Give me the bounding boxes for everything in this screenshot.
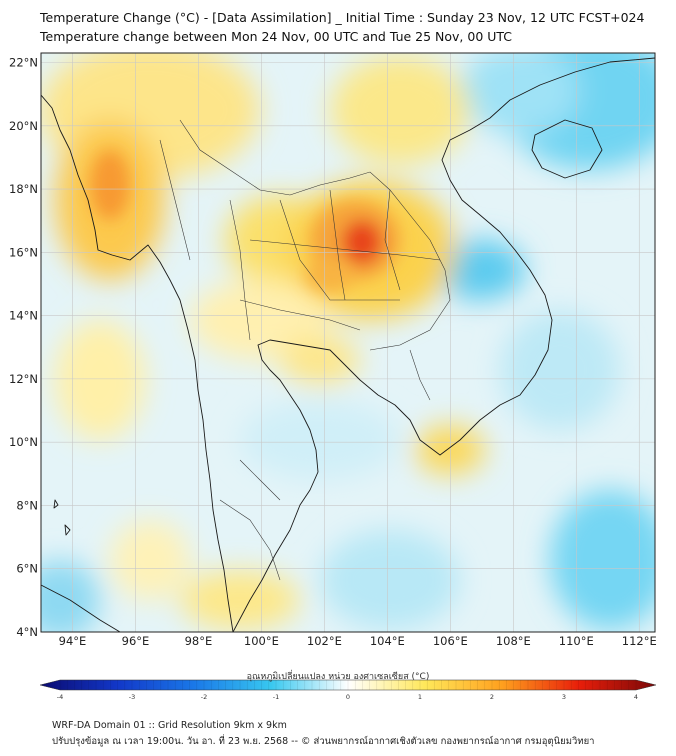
colorbar: -4 -3 -2 -1 0 1 2 3 4 — [39, 679, 657, 701]
lon-label: 112°E — [622, 634, 657, 648]
lon-label: 108°E — [496, 634, 531, 648]
lat-label: 20°N — [9, 119, 38, 133]
lat-label: 14°N — [9, 309, 38, 323]
lat-label: 4°N — [16, 625, 38, 639]
plot-frame — [40, 52, 656, 633]
lon-label: 110°E — [559, 634, 594, 648]
coastlines — [41, 57, 655, 632]
lon-label: 96°E — [122, 634, 150, 648]
colorbar-title: อุณหภูมิเปลี่ยนแปลง หน่วย องศาเซลเซียส (… — [246, 672, 430, 682]
lon-label: 98°E — [185, 634, 213, 648]
lon-label: 106°E — [433, 634, 468, 648]
lat-label: 8°N — [16, 498, 38, 512]
colorbar-tick-label: -2 — [201, 693, 207, 701]
colorbar-bar — [39, 679, 657, 691]
colorbar-tick-label: 0 — [346, 693, 350, 701]
lon-label: 102°E — [307, 634, 342, 648]
admin-borders — [159, 119, 451, 581]
colorbar-tick-label: 1 — [418, 693, 422, 701]
colorbar-tick-label: -1 — [273, 693, 279, 701]
lon-label: 100°E — [244, 634, 279, 648]
colorbar-tick-label: 4 — [634, 693, 638, 701]
colorbar-tick-label: 2 — [490, 693, 494, 701]
lat-label: 16°N — [9, 245, 38, 259]
colorbar-tick-label: -4 — [57, 693, 63, 701]
colorbar-ticks: -4 -3 -2 -1 0 1 2 3 4 — [57, 680, 638, 701]
lat-label: 12°N — [9, 372, 38, 386]
chart-subtitle: Temperature change between Mon 24 Nov, 0… — [40, 29, 513, 44]
footer-model-info: WRF-DA Domain 01 :: Grid Resolution 9km … — [52, 720, 287, 731]
longitude-labels: 94°E 96°E 98°E 100°E 102°E 104°E 106°E 108°E 110… — [59, 634, 657, 648]
field-layer — [41, 53, 655, 632]
lat-label: 22°N — [9, 55, 38, 69]
lat-label: 10°N — [9, 435, 38, 449]
latitude-labels: 22°N 20°N 18°N 16°N 14°N 12°N 10°N 8°N 6°N 4°N — [9, 55, 38, 639]
footer-update-info: ปรับปรุงข้อมูล ณ เวลา 19:00น. วัน อา. ที… — [52, 736, 595, 747]
lat-label: 6°N — [16, 562, 38, 576]
lat-label: 18°N — [9, 182, 38, 196]
colorbar-tick-label: 3 — [562, 693, 566, 701]
gridlines — [41, 53, 655, 632]
chart-title: Temperature Change (°C) - [Data Assimila… — [40, 10, 645, 25]
colorbar-tick-label: -3 — [129, 693, 135, 701]
lon-label: 94°E — [59, 634, 87, 648]
lon-label: 104°E — [370, 634, 405, 648]
